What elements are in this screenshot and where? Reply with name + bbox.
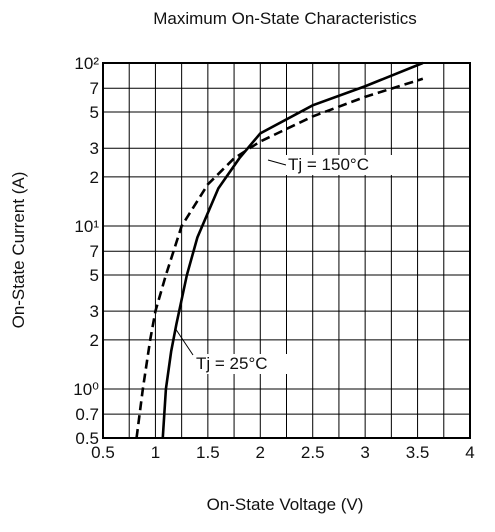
y-axis-label: On-State Current (A) [9, 172, 28, 329]
y-tick-label: 0.5 [75, 429, 99, 448]
x-tick-label: 3.5 [406, 443, 430, 462]
annotation-bg [286, 155, 394, 175]
x-tick-label: 0.5 [91, 443, 115, 462]
y-tick-label: 10¹ [74, 217, 99, 236]
annotation-bg [194, 354, 302, 374]
chart-title: Maximum On-State Characteristics [153, 9, 417, 28]
x-axis-label: On-State Voltage (V) [207, 495, 364, 514]
y-tick-label: 7 [90, 79, 99, 98]
plot-frame [102, 62, 471, 439]
y-tick-label: 2 [90, 331, 99, 350]
annotation-leader [174, 327, 194, 356]
y-tick-label: 2 [90, 168, 99, 187]
x-tick-label: 2.5 [301, 443, 325, 462]
y-tick-label: 10⁰ [73, 380, 99, 399]
y-tick-label: 3 [90, 139, 99, 158]
y-tick-label: 3 [90, 302, 99, 321]
x-tick-label: 1 [151, 443, 160, 462]
x-tick-label: 2 [256, 443, 265, 462]
y-tick-label: 0.7 [75, 405, 99, 424]
annotation: Tj = 150°C [288, 155, 369, 174]
x-tick-label: 1.5 [196, 443, 220, 462]
annotation-leader [267, 159, 287, 166]
y-tick-label: 7 [90, 242, 99, 261]
x-tick-label: 4 [465, 443, 474, 462]
series-line [161, 61, 424, 439]
x-tick-label: 3 [360, 443, 369, 462]
y-tick-label: 5 [90, 266, 99, 285]
series-line [135, 77, 424, 439]
y-tick-label: 10² [74, 54, 99, 73]
annotation: Tj = 25°C [196, 354, 268, 373]
y-tick-label: 5 [90, 103, 99, 122]
